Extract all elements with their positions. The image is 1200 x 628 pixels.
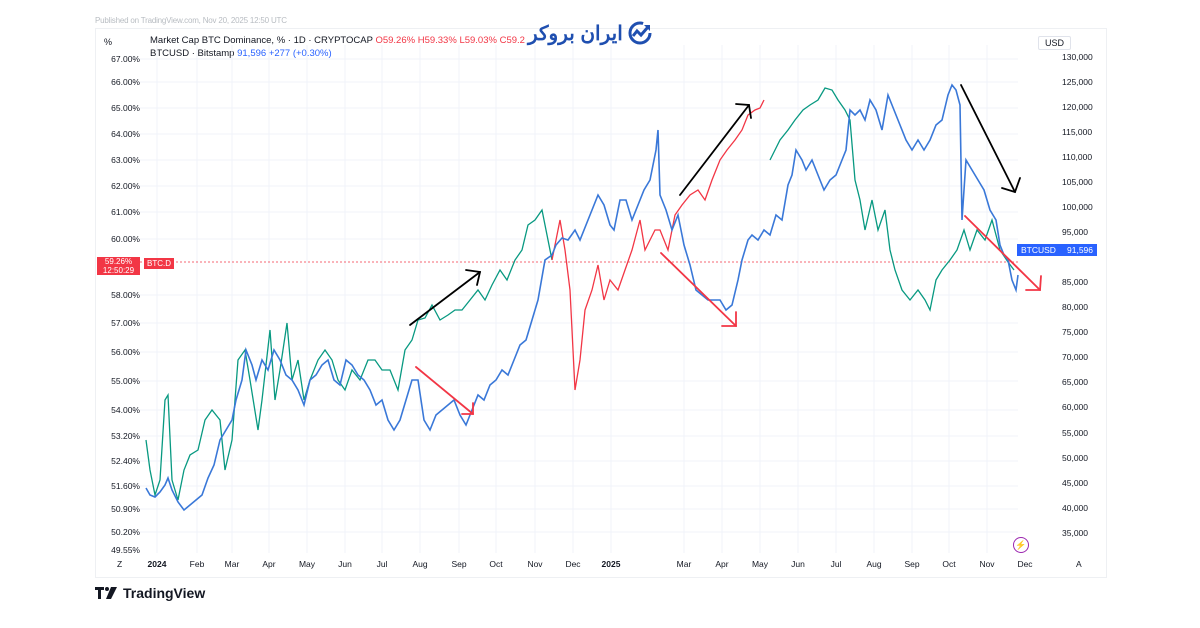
watermark-logo: ایران بروکر xyxy=(528,20,653,46)
x-axis-label: Sep xyxy=(451,559,467,569)
right-axis-label: 50,000 xyxy=(1062,453,1088,463)
annotation-arrows xyxy=(409,84,1042,415)
tradingview-logo: TradingView xyxy=(95,585,205,601)
right-axis-label: 115,000 xyxy=(1062,127,1093,137)
x-axis-label: Aug xyxy=(412,559,428,569)
x-axis-label: Feb xyxy=(189,559,205,569)
publish-info: Published on TradingView.com, Nov 20, 20… xyxy=(95,16,287,25)
arrow-up-2025-spring xyxy=(679,103,752,196)
left-axis-label: 63.00% xyxy=(111,155,140,165)
zoom-button[interactable]: Z xyxy=(117,559,123,569)
arrow-down-2025-spring xyxy=(660,252,737,327)
x-axis-label: 2024 xyxy=(147,559,167,569)
x-axis-label: Jul xyxy=(830,559,842,569)
percent-scale-label[interactable]: % xyxy=(104,37,113,47)
left-axis-label: 55.00% xyxy=(111,376,140,386)
left-axis-label: 64.00% xyxy=(111,129,140,139)
left-axis-label: 51.60% xyxy=(111,481,140,491)
left-axis-label: 50.90% xyxy=(111,504,140,514)
left-axis-label: 53.20% xyxy=(111,431,140,441)
dominance-symbol-tag: BTC.D xyxy=(144,258,174,269)
dominance-series xyxy=(145,87,1015,501)
right-axis-label: 125,000 xyxy=(1062,77,1093,87)
legend-row-btcusd[interactable]: BTCUSD · Bitstamp 91,596 +277 (+0.30%) xyxy=(150,48,332,59)
arrow-down-2025-oct-red xyxy=(964,215,1042,291)
x-axis-label: May xyxy=(298,559,316,569)
x-axis-label: Mar xyxy=(224,559,240,569)
tradingview-icon xyxy=(95,587,117,599)
x-axis-label: Jun xyxy=(338,559,352,569)
left-axis-label: 67.00% xyxy=(111,54,140,64)
x-axis-label: Sep xyxy=(904,559,920,569)
x-axis-label: Jul xyxy=(376,559,388,569)
right-axis-label: 55,000 xyxy=(1062,428,1088,438)
left-axis-label: 58.00% xyxy=(111,290,140,300)
arrow-up-2024 xyxy=(409,269,482,326)
right-axis-label: 120,000 xyxy=(1062,102,1093,112)
trend-chart-icon xyxy=(628,21,652,45)
right-axis-label: 110,000 xyxy=(1062,152,1093,162)
right-axis-label: 105,000 xyxy=(1062,177,1093,187)
left-axis-label: 62.00% xyxy=(111,181,140,191)
currency-selector[interactable]: USD xyxy=(1038,36,1072,50)
right-axis-label: 45,000 xyxy=(1062,478,1088,488)
left-axis-label: 66.00% xyxy=(111,77,140,87)
legend-row-dominance[interactable]: Market Cap BTC Dominance, % · 1D · CRYPT… xyxy=(150,35,525,46)
x-axis-label: Mar xyxy=(676,559,692,569)
tradingview-brand: TradingView xyxy=(123,585,206,601)
right-axis-label: 75,000 xyxy=(1062,327,1088,337)
x-axis-label: Jun xyxy=(791,559,805,569)
x-axis-label: Oct xyxy=(942,559,956,569)
x-axis-label: Dec xyxy=(1017,559,1033,569)
chart-legend: Market Cap BTC Dominance, % · 1D · CRYPT… xyxy=(150,34,525,60)
right-axis-label: 130,000 xyxy=(1062,52,1093,62)
right-axis-label: 40,000 xyxy=(1062,503,1088,513)
x-axis-label: Apr xyxy=(715,559,729,569)
lightning-icon[interactable]: ⚡ xyxy=(1013,537,1029,553)
x-axis-label: Oct xyxy=(489,559,503,569)
btcusd-line xyxy=(145,83,1019,512)
right-axis-label: 85,000 xyxy=(1062,277,1088,287)
right-axis-label: 35,000 xyxy=(1062,528,1088,538)
dominance-price-badge: 59.26% 12:50:29 xyxy=(97,257,140,275)
left-axis-label: 60.00% xyxy=(111,234,140,244)
x-axis-label: 2025 xyxy=(601,559,621,569)
left-axis-label: 61.00% xyxy=(111,207,140,217)
left-axis-label: 65.00% xyxy=(111,103,140,113)
arrow-down-2024 xyxy=(415,366,474,415)
left-axis-label: 52.40% xyxy=(111,456,140,466)
watermark-text: ایران بروکر xyxy=(528,22,623,45)
right-axis-label: 60,000 xyxy=(1062,402,1088,412)
right-axis-label: 80,000 xyxy=(1062,302,1088,312)
right-axis-label: 65,000 xyxy=(1062,377,1088,387)
x-axis-label: Apr xyxy=(262,559,276,569)
right-axis-label: 70,000 xyxy=(1062,352,1088,362)
right-axis-label: 95,000 xyxy=(1062,227,1088,237)
x-axis-label: Nov xyxy=(527,559,543,569)
x-axis-label: Dec xyxy=(565,559,581,569)
auto-scale-button[interactable]: A xyxy=(1076,559,1082,569)
x-axis-label: Aug xyxy=(866,559,882,569)
left-axis-label: 57.00% xyxy=(111,318,140,328)
left-axis-label: 49.55% xyxy=(111,545,140,555)
arrow-down-2025-oct-black xyxy=(960,84,1021,194)
grid xyxy=(140,45,1018,553)
left-axis-label: 56.00% xyxy=(111,347,140,357)
right-axis-label: 100,000 xyxy=(1062,202,1093,212)
left-axis-label: 54.00% xyxy=(111,405,140,415)
left-axis-label: 50.20% xyxy=(111,527,140,537)
x-axis-label: Nov xyxy=(979,559,995,569)
x-axis-label: May xyxy=(751,559,769,569)
btcusd-price-badge: BTCUSD 91,596 xyxy=(1017,244,1097,256)
